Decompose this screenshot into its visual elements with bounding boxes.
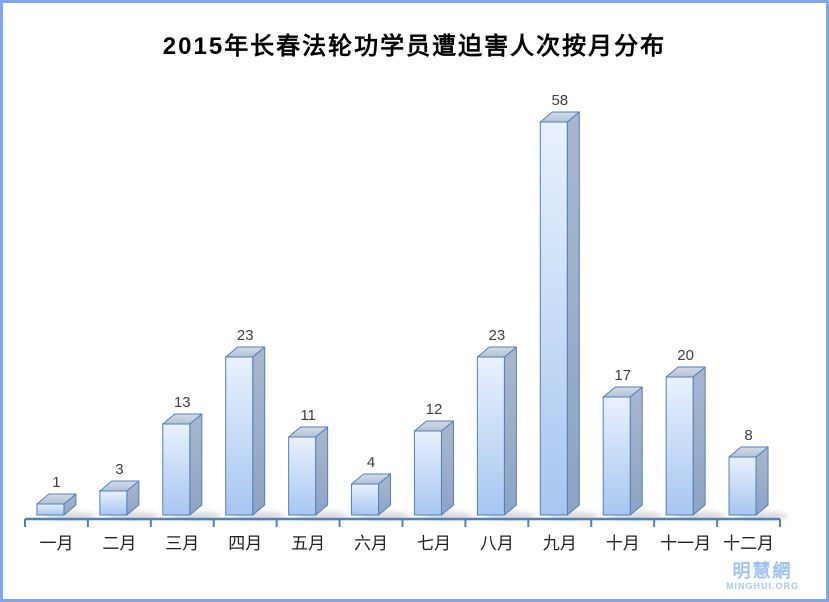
bar-side-五月 (315, 426, 329, 516)
bar-value-六月: 4 (367, 454, 375, 471)
bar-一月 (36, 503, 65, 516)
bar-side-八月 (503, 346, 517, 516)
x-tick-label-十月: 十月 (606, 534, 640, 553)
bar-八月 (476, 356, 505, 516)
bar-value-八月: 23 (489, 327, 506, 344)
bar-二月 (99, 490, 128, 516)
chart-title: 2015年长春法轮功学员遭迫害人次按月分布 (162, 33, 667, 60)
x-tick-label-十二月: 十二月 (723, 534, 774, 553)
bar-value-七月: 12 (426, 401, 443, 418)
bar-value-九月: 58 (551, 92, 568, 109)
bar-value-二月: 3 (115, 461, 123, 478)
x-tick-label-五月: 五月 (291, 534, 325, 553)
bar-value-一月: 1 (52, 474, 60, 491)
minghui-org-text: MINGHUI.ORG (726, 581, 799, 591)
bar-side-七月 (440, 420, 454, 516)
bar-十月 (602, 396, 631, 516)
minghui-logo-text: 明慧網 (732, 561, 793, 581)
bar-九月 (539, 121, 568, 516)
bar-value-三月: 13 (174, 394, 191, 411)
bar-side-十月 (629, 386, 643, 516)
bar-side-四月 (252, 346, 266, 516)
x-tick-label-六月: 六月 (354, 534, 388, 553)
x-tick-label-八月: 八月 (480, 534, 514, 553)
x-tick-label-四月: 四月 (228, 534, 262, 553)
bar-十二月 (728, 456, 757, 516)
x-tick-label-十一月: 十一月 (660, 534, 711, 553)
bar-side-十一月 (692, 366, 706, 516)
bar-value-四月: 23 (237, 327, 254, 344)
x-tick-label-一月: 一月 (39, 534, 73, 553)
bar-value-五月: 11 (300, 407, 316, 424)
bar-四月 (225, 356, 254, 516)
bar-side-十二月 (755, 446, 769, 516)
bar-side-三月 (189, 413, 203, 516)
bar-value-十二月: 8 (744, 427, 752, 444)
bar-value-十月: 17 (614, 367, 631, 384)
x-tick-label-三月: 三月 (165, 534, 199, 553)
bar-五月 (288, 436, 317, 516)
bar-十一月 (665, 376, 694, 516)
bar-三月 (162, 423, 191, 516)
x-tick-label-七月: 七月 (417, 534, 451, 553)
x-tick-label-九月: 九月 (543, 534, 577, 553)
minghui-watermark: 明慧網 MINGHUI.ORG (726, 562, 799, 591)
bar-六月 (351, 483, 380, 516)
bar-value-十一月: 20 (677, 347, 694, 364)
bar-七月 (413, 430, 442, 516)
x-tick-label-二月: 二月 (102, 534, 136, 553)
bar-side-九月 (566, 111, 580, 516)
